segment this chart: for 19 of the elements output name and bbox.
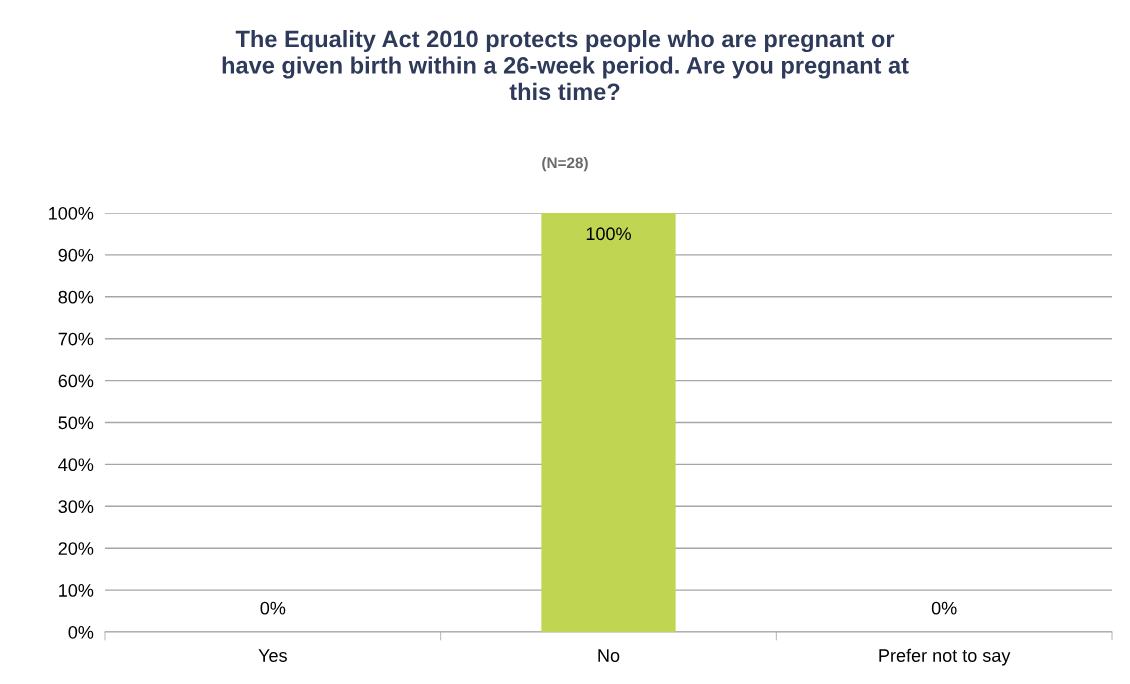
y-tick-label: 70% <box>58 332 94 346</box>
y-tick-label: 80% <box>58 290 94 304</box>
y-tick-label: 60% <box>58 374 94 388</box>
x-tick-label: Prefer not to say <box>879 648 1011 666</box>
chart-subtitle: (N=28) <box>542 157 588 172</box>
y-tick-label: 40% <box>58 458 94 472</box>
chart-title: The Equality Act 2010 protects people who are pregnant or have given birth within a 26-week period. Are you pregnant at this time? <box>222 30 909 101</box>
x-tick-label: No <box>598 649 620 662</box>
y-tick-label: 90% <box>58 248 94 262</box>
y-tick-label: 20% <box>58 542 94 555</box>
y-tick-label: 50% <box>58 416 94 430</box>
y-tick-label: 30% <box>58 500 94 514</box>
x-tick-label: Yes <box>258 649 287 662</box>
data-label: 0% <box>931 601 957 615</box>
y-tick-label: 0% <box>68 625 94 639</box>
data-label: 100% <box>586 227 631 241</box>
y-tick-label: 10% <box>59 584 94 597</box>
data-label: 0% <box>260 601 286 615</box>
y-tick-label: 100% <box>49 206 94 220</box>
